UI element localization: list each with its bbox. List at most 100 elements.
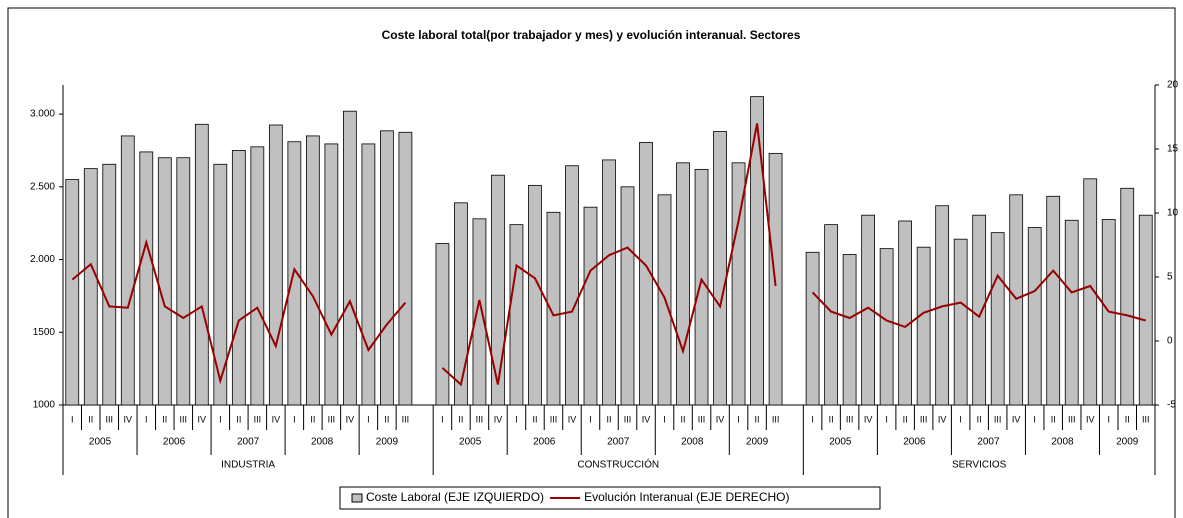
- x-tick-label: I: [737, 414, 740, 424]
- x-tick-label: III: [920, 414, 928, 424]
- bar: [898, 220, 913, 406]
- y2-tick-label: 5: [1167, 272, 1173, 283]
- year-label: 2007: [977, 437, 1000, 448]
- bar: [731, 162, 746, 406]
- x-tick-label: III: [846, 414, 854, 424]
- x-tick-label: IV: [938, 414, 947, 424]
- x-tick-label: II: [977, 414, 982, 424]
- bar: [713, 131, 727, 406]
- year-label: 2005: [89, 437, 112, 448]
- x-tick-label: I: [145, 414, 148, 424]
- bar: [1009, 194, 1024, 406]
- bar: [361, 143, 376, 406]
- bar: [528, 184, 542, 406]
- x-tick-label: I: [71, 414, 74, 424]
- y2-tick-label: 0: [1167, 336, 1173, 347]
- bar: [546, 211, 561, 406]
- bar: [676, 162, 690, 406]
- bar: [120, 135, 135, 406]
- line: [441, 123, 777, 387]
- x-tick-label: III: [180, 414, 188, 424]
- sector-label: INDUSTRIA: [221, 460, 275, 471]
- bar: [1083, 178, 1098, 406]
- bar: [879, 248, 894, 406]
- x-tick-label: IV: [642, 414, 651, 424]
- y-tick-label: 1500: [33, 327, 56, 338]
- bar: [916, 246, 931, 406]
- x-tick-label: IV: [272, 414, 281, 424]
- x-tick-label: IV: [568, 414, 577, 424]
- bar: [491, 174, 505, 406]
- bar: [398, 131, 413, 406]
- bar: [65, 179, 80, 406]
- bar: [176, 157, 191, 406]
- legend-label: Evolución Interanual (EJE DERECHO): [584, 490, 789, 504]
- year-label: 2006: [533, 437, 556, 448]
- bar: [620, 186, 635, 406]
- x-tick-label: III: [624, 414, 632, 424]
- bar: [824, 224, 838, 406]
- x-tick-label: III: [1068, 414, 1076, 424]
- year-label: 2008: [681, 437, 704, 448]
- x-tick-label: II: [236, 414, 241, 424]
- x-tick-label: I: [515, 414, 518, 424]
- bar: [694, 168, 709, 406]
- chart-title: Coste laboral total(por trabajador y mes…: [382, 28, 801, 42]
- sector-label: SERVICIOS: [952, 460, 1007, 471]
- x-tick-label: I: [367, 414, 370, 424]
- x-tick-label: III: [402, 414, 410, 424]
- x-tick-label: II: [681, 414, 686, 424]
- x-tick-label: I: [885, 414, 888, 424]
- x-tick-label: II: [384, 414, 389, 424]
- x-tick-label: III: [106, 414, 114, 424]
- x-tick-label: II: [88, 414, 93, 424]
- x-tick-label: IV: [198, 414, 207, 424]
- bar: [1046, 195, 1061, 406]
- bar: [953, 238, 968, 406]
- bar: [1064, 219, 1079, 406]
- y2-tick-label: -5: [1167, 400, 1176, 411]
- x-tick-label: III: [1142, 414, 1150, 424]
- year-label: 2007: [237, 437, 260, 448]
- y-tick-label: 3.000: [30, 109, 55, 120]
- bar: [861, 214, 875, 406]
- y-tick-label: 2.500: [30, 181, 55, 192]
- x-tick-label: II: [1125, 414, 1130, 424]
- x-tick-label: II: [903, 414, 908, 424]
- bar: [602, 159, 616, 406]
- x-tick-label: I: [663, 414, 666, 424]
- x-tick-label: III: [772, 414, 780, 424]
- bar: [268, 124, 283, 406]
- x-tick-label: III: [476, 414, 484, 424]
- x-tick-label: II: [1051, 414, 1056, 424]
- bar: [83, 168, 98, 406]
- y2-tick-label: 20: [1167, 80, 1179, 91]
- year-label: 2006: [903, 437, 926, 448]
- y2-tick-label: 15: [1167, 144, 1179, 155]
- year-label: 2008: [1051, 437, 1074, 448]
- x-tick-label: II: [310, 414, 315, 424]
- year-label: 2006: [163, 437, 186, 448]
- bar: [750, 96, 764, 406]
- bar: [157, 157, 172, 406]
- legend-swatch: [351, 493, 363, 503]
- bar: [583, 206, 598, 406]
- year-label: 2005: [829, 437, 852, 448]
- x-tick-label: II: [532, 414, 537, 424]
- x-tick-label: IV: [716, 414, 725, 424]
- year-label: 2007: [607, 437, 630, 448]
- bar: [639, 142, 653, 406]
- bar: [990, 232, 1005, 406]
- x-tick-label: III: [550, 414, 558, 424]
- x-tick-label: I: [441, 414, 444, 424]
- bar: [435, 243, 450, 406]
- x-tick-label: IV: [1012, 414, 1021, 424]
- x-tick-label: III: [994, 414, 1002, 424]
- legend-box: [339, 486, 881, 510]
- bar: [842, 254, 857, 406]
- bar: [102, 163, 117, 406]
- x-tick-label: I: [589, 414, 592, 424]
- bar: [231, 150, 246, 406]
